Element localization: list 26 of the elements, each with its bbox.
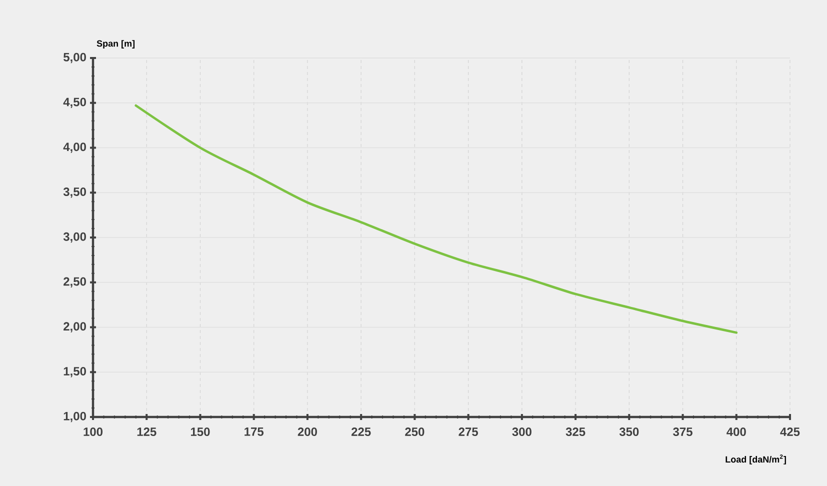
x-tick-label: 200	[298, 428, 317, 436]
x-tick-label: 100	[84, 428, 103, 436]
y-tick-label: 2,50	[64, 277, 86, 288]
x-tick-label: 350	[619, 428, 639, 436]
x-tick-label: 325	[566, 428, 586, 436]
x-tick-label: 425	[780, 428, 800, 436]
y-tick-label: 1,00	[64, 412, 86, 422]
y-axis-title: Span [m]	[96, 40, 135, 48]
x-tick-label: 150	[190, 428, 210, 436]
x-tick-label: 225	[351, 428, 371, 436]
x-tick-label: 175	[244, 428, 264, 436]
x-tick-label: 250	[405, 428, 424, 436]
y-tick-label: 2,00	[64, 322, 86, 332]
x-tick-label: 400	[726, 428, 746, 436]
x-tick-label: 275	[458, 428, 478, 436]
y-tick-label: 4,00	[63, 142, 86, 153]
y-tick-label: 5,00	[63, 52, 86, 64]
y-tick-label: 3,00	[63, 232, 86, 243]
y-tick-label: 1,50	[64, 367, 86, 378]
x-axis-title: Load [daN/m$^{2}$]	[726, 454, 786, 464]
line-series	[134, 104, 738, 334]
y-tick-label: 4,50	[63, 98, 86, 108]
y-tick-label: 3,50	[63, 188, 86, 198]
x-tick-label: 125	[137, 428, 156, 436]
x-tick-label: 375	[673, 428, 692, 436]
x-tick-label: 300	[512, 428, 532, 436]
